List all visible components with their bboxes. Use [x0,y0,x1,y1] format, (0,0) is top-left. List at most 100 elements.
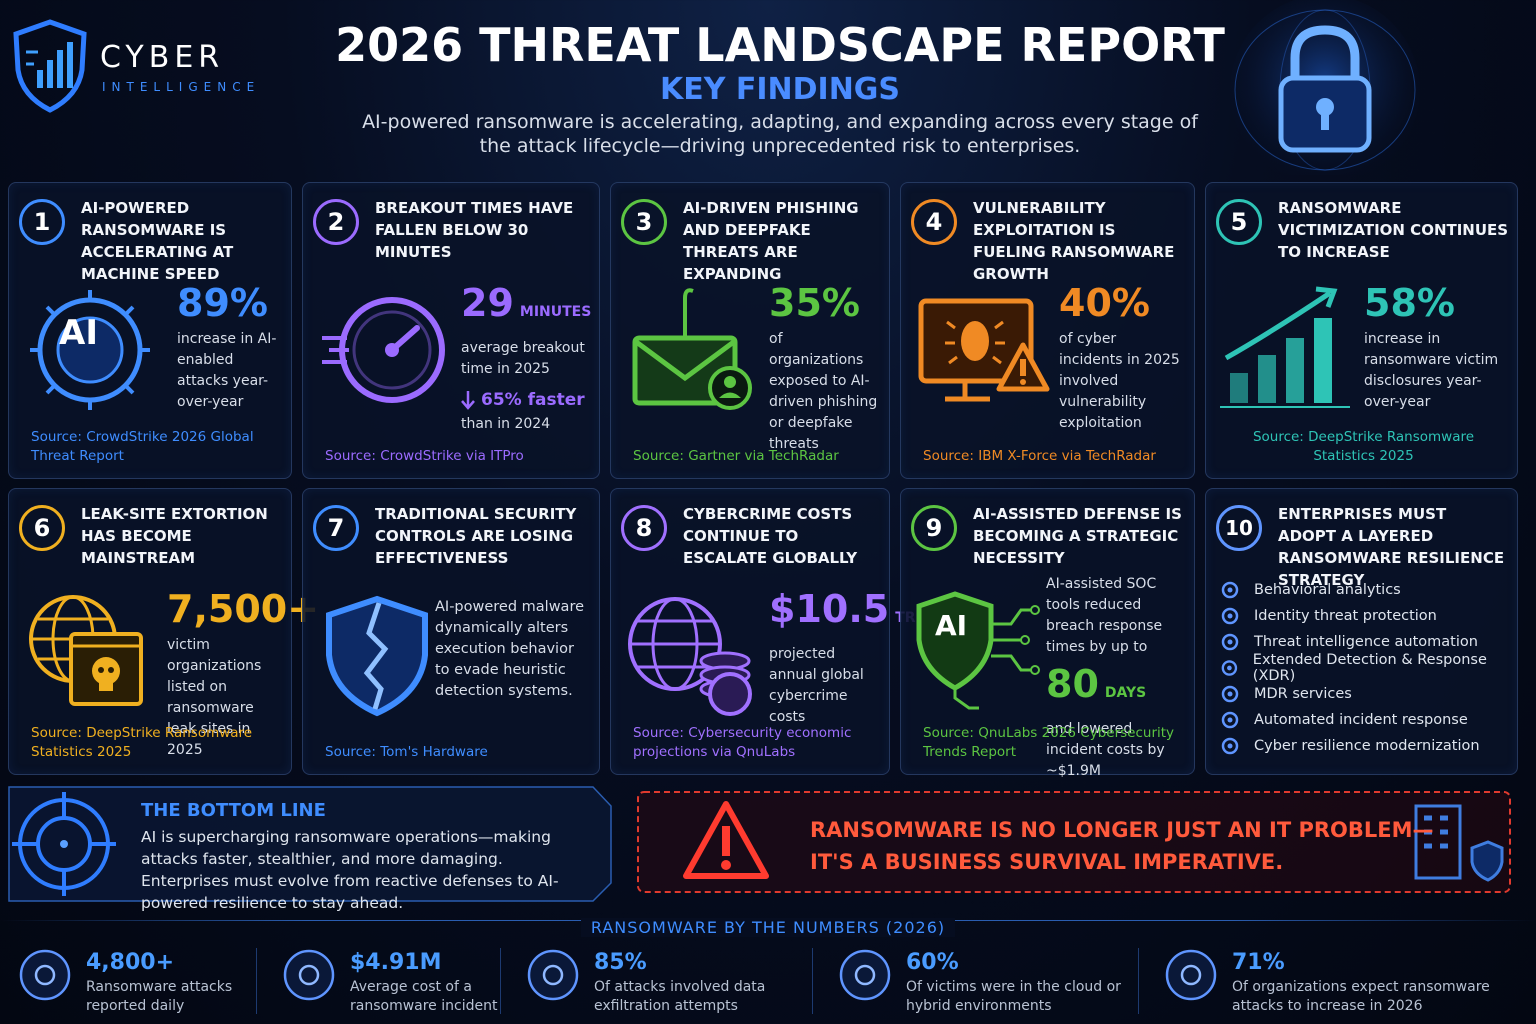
card-source: Source: Gartner via TechRadar [633,448,839,464]
card-title: AI-POWERED RANSOMWARE IS ACCELERATING AT… [81,199,234,283]
stat-lead: AI-assisted SOC tools reduced breach res… [1046,576,1163,655]
finding-card: 7 TRADITIONAL SECURITY CONTROLS ARE LOSIN… [302,488,600,775]
stat-value: 58% [1364,281,1455,325]
stat-row: 80 DAYS [1046,662,1184,715]
stat-panel: 7,500+ victim organizations listed on ran… [167,587,319,761]
card-source: Source: CrowdStrike via ITPro [325,448,524,464]
card-number: 10 [1216,505,1262,551]
bullet-icon [1221,660,1238,676]
numbers-title: RANSOMWARE BY THE NUMBERS (2026) [580,918,956,937]
strategy-item: Behavioral analytics [1220,577,1517,603]
strategy-text: Extended Detection & Response (XDR) [1252,652,1487,684]
number-item: 4,800+ Ransomware attacks reported daily [18,948,318,1018]
card-icon [29,595,143,706]
stat-row: 7,500+ [167,587,319,631]
finding-card: 6 LEAK-SITE EXTORTION HAS BECOME MAINSTRE… [8,488,319,775]
card-icon [322,297,445,403]
stat-panel: AI-powered malware dynamically alters ex… [435,597,589,702]
stat-desc: increase in AI-enabled attacks year-over… [177,331,277,410]
stat-unit: DAYS [1104,685,1147,701]
card-title: RANSOMWARE VICTIMIZATION CONTINUES TO IN… [1278,199,1509,261]
stat-desc: and lowered incident costs by ~$1.9M [1046,721,1165,779]
stat-value: 29 [461,281,514,325]
bullet-icon [1221,581,1239,599]
brand-tagline: INTELLIGENCE [102,80,261,94]
number-item: 60% Of victims were in the cloud or hybri… [838,948,1208,1018]
card-source: Source: Tom's Hardware [325,744,488,760]
report-subtitle: KEY FINDINGS [659,72,901,107]
card-source: Source: QnuLabs 2026 Cybersecurity Trend… [923,725,1175,760]
strategy-item: Extended Detection & Response (XDR) [1220,652,1517,684]
stat-row: 29 MINUTES [461,281,592,334]
number-icon [839,949,891,1001]
card-number: 8 [621,505,667,551]
bullet-icon [1221,711,1239,729]
strategy-text: Behavioral analytics [1254,582,1401,598]
finding-card: 8 CYBERCRIME COSTS CONTINUE TO ESCALATE G… [610,488,967,775]
delta-value: 65% faster [481,390,585,410]
stat-row: 35% [769,281,879,325]
stat-desc: AI-powered malware dynamically alters ex… [435,599,585,699]
card-icon [918,298,1050,402]
stat-value: 35% [769,281,860,325]
logo-shield [13,19,87,113]
finding-card: 9 AI-ASSISTED DEFENSE IS BECOMING A STRAT… [900,488,1195,779]
stat-row: 89% [177,281,281,325]
bullet-icon [1221,633,1239,651]
stat-desc: victim organizations listed on ransomwar… [167,637,262,758]
bullet-icon [1221,607,1239,625]
finding-card: 4 VULNERABILITY EXPLOITATION IS FUELING R… [900,182,1195,479]
number-value: 4,800+ [86,950,175,975]
stat-panel: AI-assisted SOC tools reduced breach res… [1046,574,1184,782]
stat-panel: 40% of cyber incidents in 2025 involved v… [1059,281,1184,434]
card-source: Source: DeepStrike Ransomware Statistics… [31,725,253,760]
stat-desc: of cyber incidents in 2025 involved vuln… [1059,331,1180,431]
alert-line-1: RANSOMWARE IS NO LONGER JUST AN IT PROBL… [810,818,1434,842]
finding-card: 3 AI-DRIVEN PHISHING AND DEEPFAKE THREATS… [610,182,890,479]
strategy-item: Automated incident response [1220,707,1517,733]
stat-unit: MINUTES [519,304,592,320]
number-divider [1138,948,1139,1014]
card-number: 7 [313,505,359,551]
strategy-text: Cyber resilience modernization [1254,738,1480,754]
report-title: 2026 THREAT LANDSCAPE REPORT [335,18,1225,72]
stat-desc: of organizations exposed to AI-driven ph… [769,331,878,452]
bottom-line-frame [8,786,612,902]
card-number: 2 [313,199,359,245]
alert-line-2: IT'S A BUSINESS SURVIVAL IMPERATIVE. [810,850,1284,874]
stat-panel: 58% increase in ransomware victim disclos… [1364,281,1507,413]
number-item: 71% Of organizations expect ransomware at… [1164,948,1536,1018]
bottom-line-text: AI is supercharging ransomware operation… [141,828,559,912]
card-icon [628,597,752,716]
icon-text: AI [935,609,968,642]
number-label: Of attacks involved data exfiltration at… [594,979,766,1014]
numbers-title-wrap: RANSOMWARE BY THE NUMBERS (2026) [0,918,1536,937]
number-divider [256,948,257,1014]
strategy-text: Identity threat protection [1254,608,1437,624]
stat-row: 58% [1364,281,1507,325]
card-title: TRADITIONAL SECURITY CONTROLS ARE LOSING… [375,505,577,567]
card-title: VULNERABILITY EXPLOITATION IS FUELING RA… [973,199,1175,283]
stat-value: 80 [1046,662,1099,706]
card-icon [916,591,1040,710]
delta-note: than in 2024 [461,416,551,432]
stat-value: 7,500+ [167,587,320,631]
card-source: Source: DeepStrike Ransomware Statistics… [1252,429,1475,464]
card-title: LEAK-SITE EXTORTION HAS BECOME MAINSTREA… [81,505,268,567]
card-source: Source: CrowdStrike 2026 Global Threat R… [31,429,254,464]
stat-value: 89% [177,281,268,325]
number-label: Of victims were in the cloud or hybrid e… [906,979,1121,1014]
number-label: Of organizations expect ransomware attac… [1232,979,1490,1014]
number-icon [283,949,335,1001]
number-label: Average cost of a ransomware incident [350,979,498,1014]
card-title: AI-ASSISTED DEFENSE IS BECOMING A STRATE… [973,505,1182,567]
number-icon [527,949,579,1001]
card-icon [326,595,428,717]
strategy-text: MDR services [1254,686,1352,702]
stat-panel: 35% of organizations exposed to AI-driven… [769,281,879,455]
card-number: 9 [911,505,957,551]
number-label: Ransomware attacks reported daily [86,979,233,1014]
bullet-icon [1221,737,1239,755]
number-divider [812,948,813,1014]
